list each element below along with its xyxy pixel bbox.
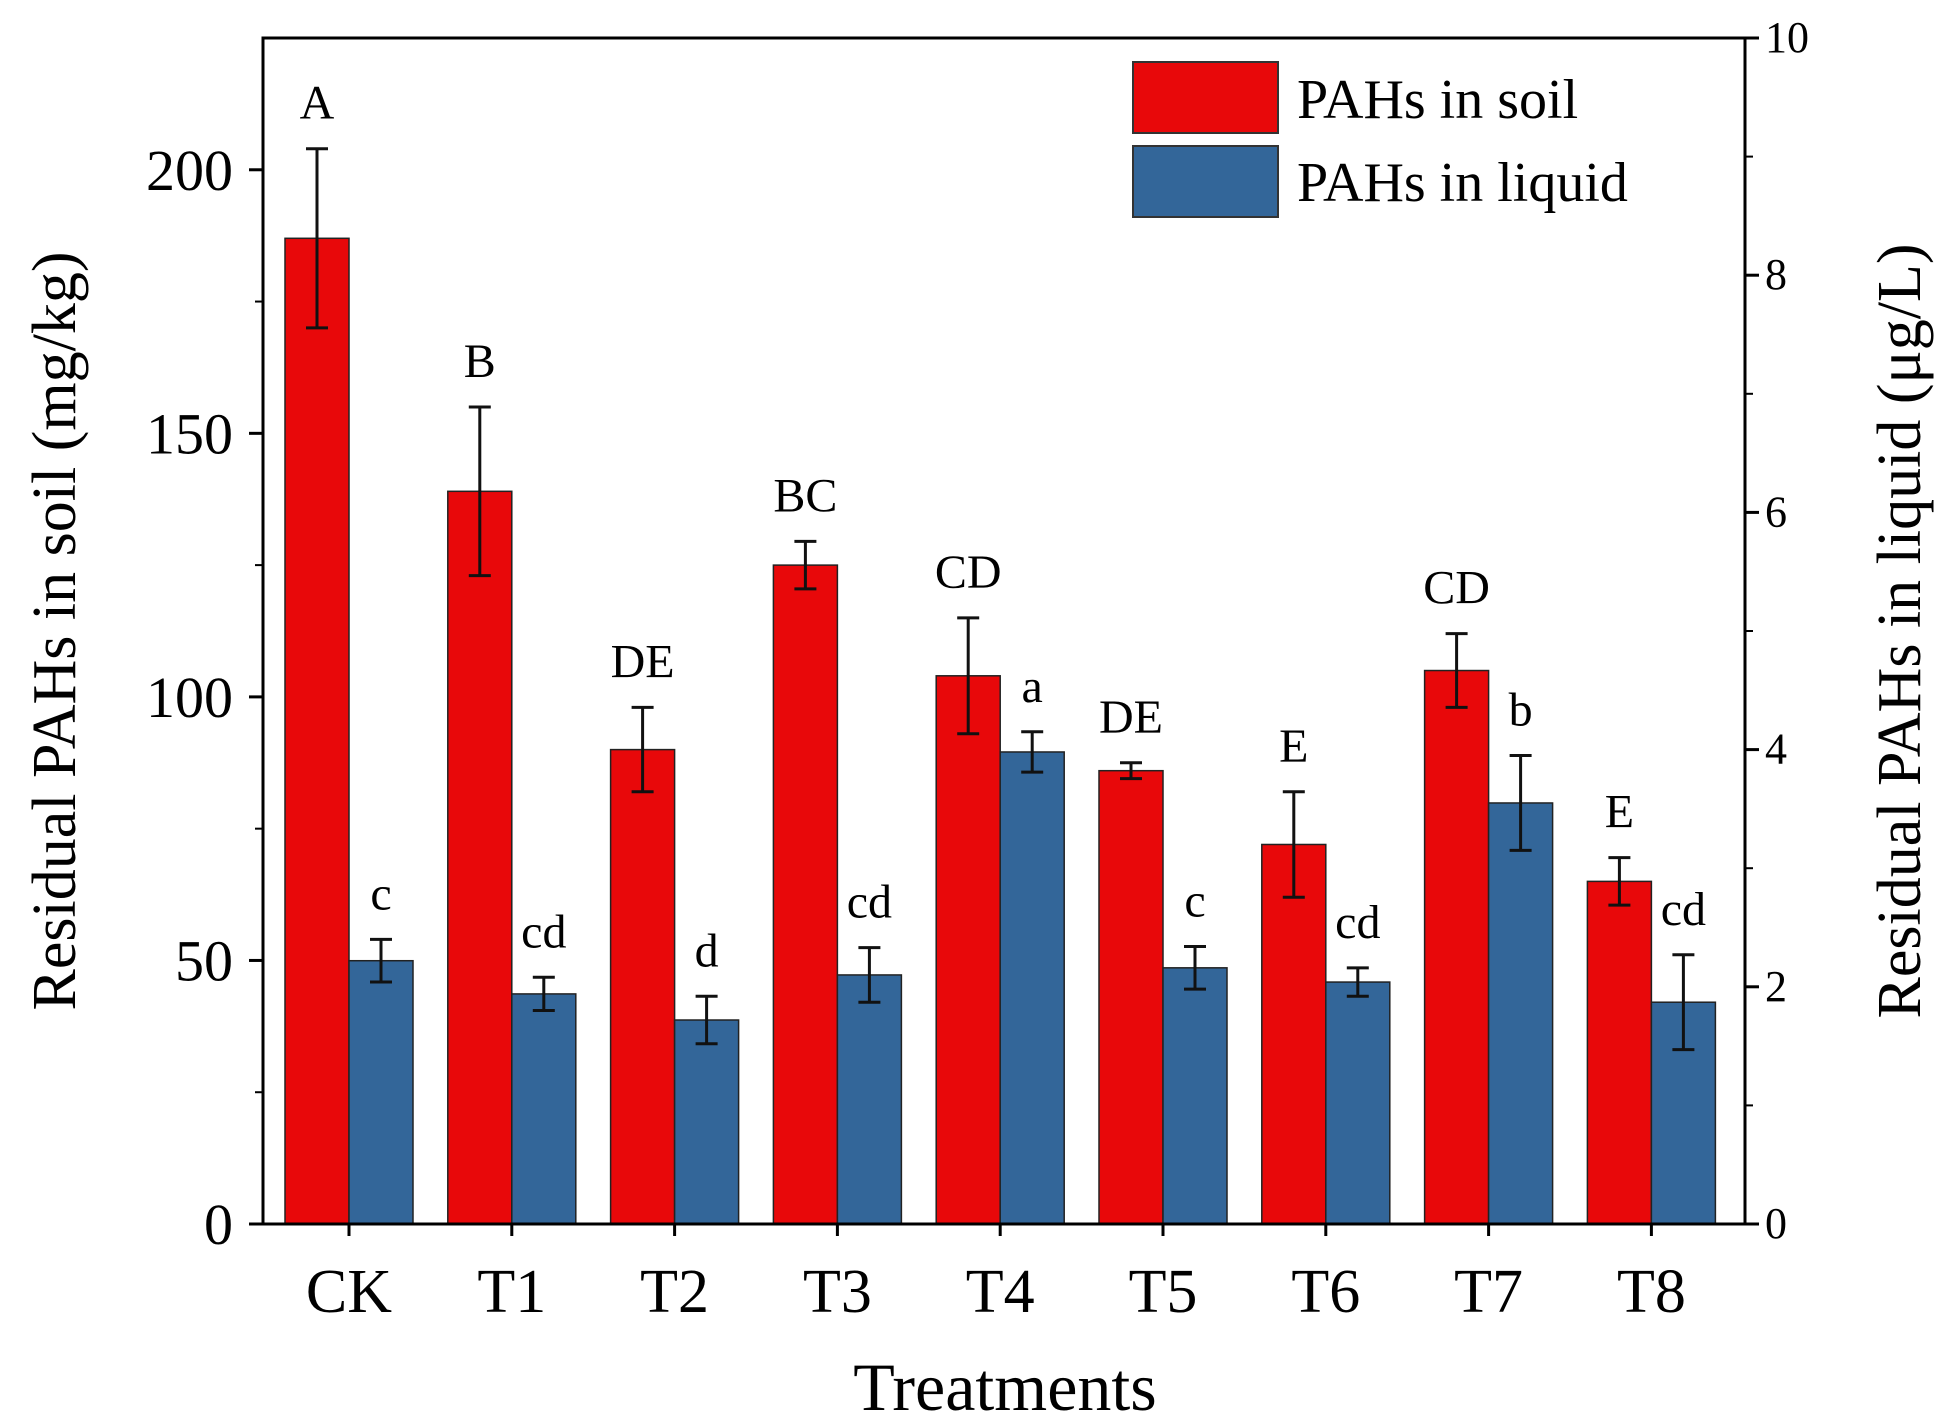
letter-liquid-T7: b — [1509, 684, 1533, 737]
bar-soil-T2 — [609, 748, 676, 1225]
legend-label-soil: PAHs in soil — [1297, 69, 1578, 131]
x-tick-label: T8 — [1617, 1258, 1686, 1326]
y-right-tick-label: 10 — [1765, 13, 1809, 62]
letter-liquid-T5: c — [1184, 874, 1205, 927]
letter-soil-T8: E — [1605, 786, 1634, 839]
y-right-tick-label: 6 — [1765, 487, 1787, 536]
x-tick-label: T7 — [1454, 1258, 1523, 1326]
bars-layer: Ac Bcd DE d BC cd CD a DE c Ecd CD b Ecd — [284, 77, 1717, 1225]
letter-soil-CK: A — [300, 77, 335, 130]
bar-liquid-T4 — [999, 751, 1065, 1225]
letter-soil-T5: DE — [1099, 691, 1163, 744]
letter-liquid-T4: a — [1022, 660, 1043, 713]
letter-soil-T6: E — [1279, 720, 1308, 773]
legend-swatch-soil — [1132, 61, 1279, 134]
letter-liquid-T2: d — [695, 924, 719, 977]
x-tick-label: T4 — [966, 1258, 1035, 1326]
x-axis-label: Treatments — [853, 1349, 1156, 1424]
bar-liquid-T1 — [511, 993, 577, 1225]
bar-liquid-T5 — [1162, 967, 1228, 1225]
letter-liquid-CK: c — [370, 867, 391, 920]
legend: PAHs in soil PAHs in liquid — [1132, 61, 1628, 218]
x-tick-label: T6 — [1291, 1258, 1360, 1326]
bar-liquid-T3 — [836, 974, 903, 1225]
bar-soil-T4 — [935, 675, 1001, 1225]
bar-liquid-T7 — [1487, 802, 1554, 1225]
bar-liquid-CK — [348, 959, 414, 1225]
letter-soil-T4: CD — [935, 546, 1002, 599]
y-left-tick-label: 150 — [146, 401, 233, 466]
bar-liquid-T6 — [1325, 981, 1391, 1225]
right-axis: 0 2 4 6 8 10 — [1745, 13, 1809, 1248]
y-right-tick-label: 0 — [1765, 1199, 1787, 1248]
bar-soil-T5 — [1098, 769, 1164, 1225]
x-tick-label: T2 — [640, 1258, 709, 1326]
letter-soil-T7: CD — [1423, 562, 1490, 615]
x-tick-label: T1 — [477, 1258, 546, 1326]
y-left-tick-label: 50 — [175, 928, 233, 993]
letter-liquid-T1: cd — [521, 905, 566, 958]
y-left-tick-label: 100 — [146, 665, 233, 730]
y-left-tick-label: 0 — [204, 1192, 233, 1257]
legend-label-liquid: PAHs in liquid — [1297, 152, 1628, 214]
y-right-tick-label: 4 — [1765, 725, 1787, 774]
letter-liquid-T6: cd — [1335, 896, 1380, 949]
left-axis: 0 50 100 150 200 — [146, 138, 263, 1257]
letter-soil-T1: B — [464, 335, 496, 388]
bar-soil-T1 — [447, 490, 513, 1225]
letter-soil-T2: DE — [611, 635, 675, 688]
legend-swatch-liquid — [1132, 145, 1279, 218]
y-right-tick-label: 8 — [1765, 250, 1787, 299]
x-axis: CK T1 T2 T3 T4 T5 T6 T7 T8 — [306, 1224, 1686, 1326]
x-tick-label: T3 — [803, 1258, 872, 1326]
y-left-axis-label: Residual PAHs in soil (mg/kg) — [21, 252, 89, 1011]
x-tick-label: CK — [306, 1258, 392, 1326]
letter-soil-T3: BC — [773, 469, 837, 522]
x-tick-label: T5 — [1129, 1258, 1198, 1326]
bar-soil-T3 — [772, 564, 839, 1225]
bar-soil-CK — [284, 237, 350, 1225]
bar-soil-T8 — [1586, 880, 1653, 1225]
bar-soil-T6 — [1261, 843, 1327, 1225]
bar-soil-T7 — [1423, 669, 1490, 1225]
letter-liquid-T8: cd — [1661, 883, 1706, 936]
y-left-tick-label: 200 — [146, 138, 233, 203]
y-right-axis-label: Residual PAHs in liquid (μg/L) — [1866, 244, 1934, 1019]
y-right-tick-label: 2 — [1765, 962, 1787, 1011]
letter-liquid-T3: cd — [847, 876, 892, 929]
bar-liquid-T2 — [673, 1019, 740, 1225]
